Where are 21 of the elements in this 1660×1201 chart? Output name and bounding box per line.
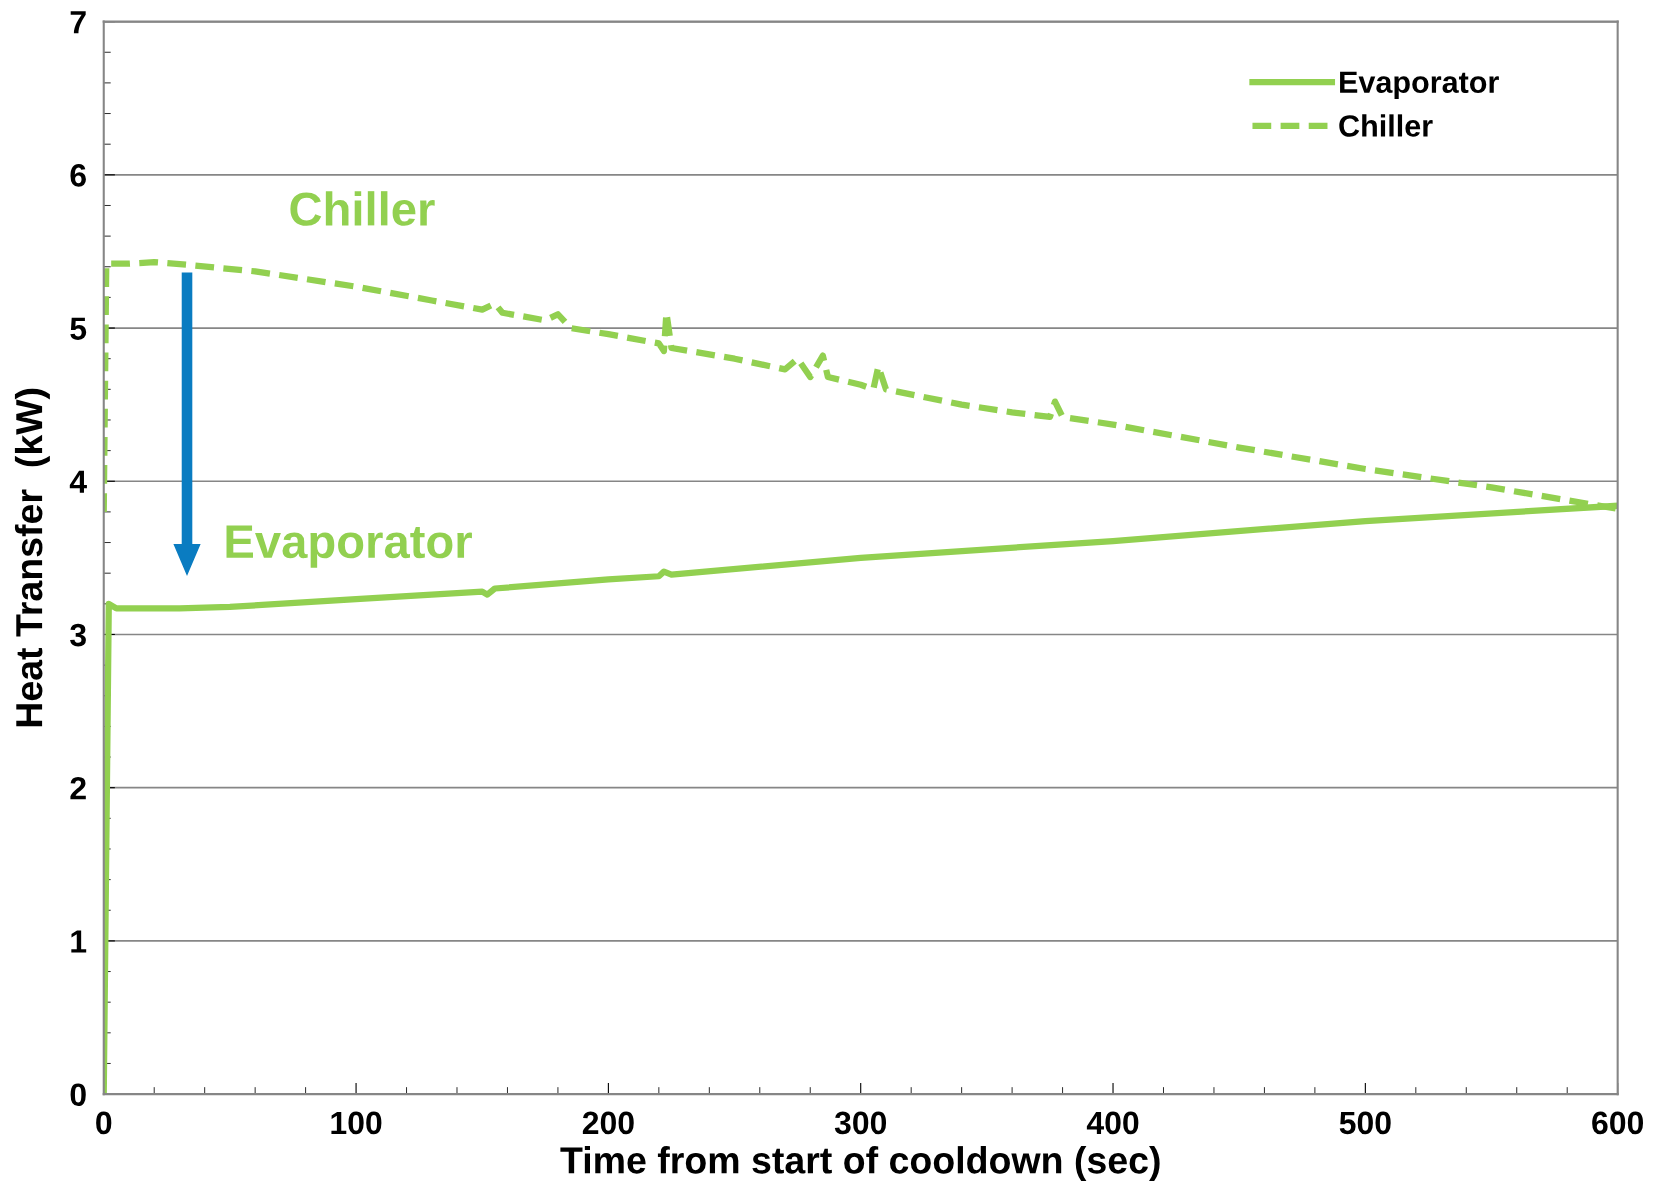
y-axis-title: Heat Transfer (kW)	[14, 388, 50, 727]
legend-label: Chiller	[1339, 114, 1433, 137]
annotation: Evaporator	[226, 525, 472, 568]
x-tick-label: 300	[834, 1111, 887, 1135]
x-tick-label: 200	[582, 1111, 634, 1135]
y-tick-label: 6	[70, 164, 86, 187]
y-tick-label: 7	[70, 11, 86, 34]
annotation: Chiller	[290, 191, 435, 226]
y-tick-label: 3	[70, 623, 86, 647]
y-tick-label: 2	[70, 776, 86, 800]
x-tick-label: 100	[331, 1111, 382, 1135]
legend-label: Evaporator	[1340, 71, 1499, 100]
x-tick-label: 0	[96, 1111, 112, 1135]
y-tick-label: 1	[71, 930, 87, 953]
x-tick-label: 500	[1339, 1111, 1391, 1135]
x-tick-label: 600	[1592, 1111, 1644, 1135]
x-tick-label: 400	[1086, 1111, 1139, 1135]
y-tick-label: 4	[69, 470, 87, 493]
x-axis-title: Time from start of cooldown (sec)	[560, 1146, 1160, 1182]
y-tick-label: 0	[70, 1083, 86, 1106]
y-tick-label: 5	[70, 317, 87, 340]
